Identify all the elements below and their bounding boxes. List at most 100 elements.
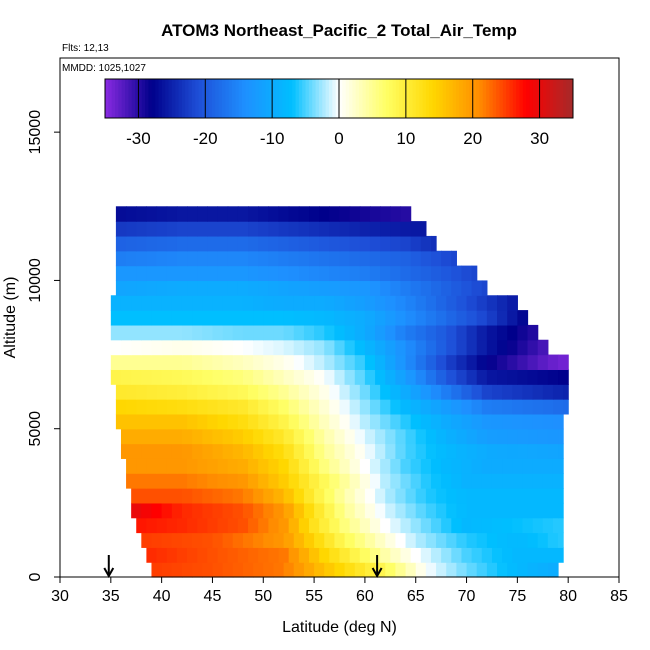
- heatmap-cell: [187, 235, 198, 252]
- heatmap-cell: [202, 502, 214, 519]
- heatmap-cell: [497, 369, 508, 385]
- heatmap-cell: [375, 502, 386, 519]
- heatmap-cell: [552, 517, 564, 534]
- heatmap-cell: [181, 310, 193, 326]
- heatmap-cell: [227, 384, 239, 400]
- heatmap-cell: [227, 235, 239, 252]
- colorbar-segment: [332, 79, 337, 118]
- heatmap-cell: [151, 354, 163, 370]
- colorbar-segment: [509, 79, 514, 118]
- heatmap-cell: [217, 221, 229, 237]
- heatmap-cell: [319, 221, 330, 237]
- colorbar-segment: [201, 79, 206, 118]
- heatmap-cell: [375, 295, 386, 311]
- heatmap-cell: [517, 532, 529, 548]
- heatmap-cell: [237, 250, 249, 267]
- heatmap-cell: [217, 458, 229, 474]
- heatmap-cell: [359, 517, 371, 534]
- heatmap-cell: [242, 532, 254, 548]
- heatmap-cell: [436, 502, 447, 519]
- heatmap-cell: [120, 295, 132, 311]
- heatmap-cell: [115, 384, 127, 400]
- heatmap-cell: [131, 428, 142, 445]
- heatmap-cell: [314, 562, 325, 578]
- heatmap-cell: [176, 280, 188, 296]
- heatmap-cell: [405, 488, 417, 504]
- colorbar-segment: [165, 79, 170, 118]
- heatmap-cell: [339, 250, 351, 267]
- heatmap-cell: [319, 384, 330, 400]
- heatmap-cell: [395, 532, 407, 548]
- colorbar-segment: [342, 79, 347, 118]
- heatmap-cell: [217, 265, 229, 282]
- heatmap-cell: [512, 517, 524, 534]
- heatmap-cell: [420, 235, 432, 252]
- heatmap-cell: [507, 354, 518, 370]
- heatmap-cell: [517, 369, 529, 385]
- heatmap-cell: [283, 354, 295, 370]
- heatmap-cell: [278, 280, 290, 296]
- heatmap-cell: [527, 369, 539, 385]
- heatmap-cell: [253, 354, 264, 370]
- colorbar-segment: [275, 79, 280, 118]
- colorbar-segment: [419, 79, 424, 118]
- heatmap-cell: [481, 547, 493, 563]
- heatmap-cell: [329, 250, 341, 267]
- heatmap-cell: [410, 235, 422, 252]
- heatmap-cell: [253, 310, 264, 326]
- heatmap-cell: [202, 369, 214, 385]
- heatmap-cell: [339, 384, 351, 400]
- heatmap-cell: [507, 562, 518, 578]
- colorbar-segment: [405, 79, 410, 118]
- date-annotation: MMDD: 1025,1027: [62, 63, 146, 74]
- heatmap-cell: [446, 443, 457, 459]
- heatmap-cell: [273, 488, 285, 504]
- heatmap-cell: [298, 517, 310, 534]
- heatmap-cell: [349, 473, 361, 489]
- heatmap-cell: [278, 399, 290, 415]
- heatmap-cell: [420, 221, 427, 237]
- heatmap-cell: [349, 413, 361, 430]
- heatmap-cell: [242, 562, 254, 578]
- heatmap-cell: [283, 428, 295, 445]
- heatmap-cell: [141, 443, 153, 459]
- heatmap-cell: [380, 265, 391, 282]
- heatmap-cell: [334, 295, 346, 311]
- heatmap-cell: [319, 517, 330, 534]
- heatmap-cell: [380, 399, 391, 415]
- heatmap-cell: [263, 354, 275, 370]
- heatmap-cell: [222, 295, 234, 311]
- colorbar-segment: [272, 79, 276, 118]
- heatmap-cell: [126, 473, 137, 489]
- heatmap-cell: [303, 488, 315, 504]
- colorbar-segment: [185, 79, 190, 118]
- heatmap-cell: [171, 295, 183, 311]
- heatmap-cell: [517, 562, 529, 578]
- heatmap-cell: [202, 443, 214, 459]
- heatmap-cell: [212, 562, 224, 578]
- heatmap-cell: [181, 443, 193, 459]
- heatmap-cell: [161, 339, 173, 356]
- heatmap-cell: [390, 458, 402, 474]
- heatmap-cell: [359, 265, 371, 282]
- colorbar-segment: [529, 79, 534, 118]
- heatmap-cell: [349, 250, 361, 267]
- heatmap-cell: [263, 488, 275, 504]
- heatmap-cell: [248, 458, 259, 474]
- colorbar-segment: [469, 79, 474, 118]
- heatmap-cell: [161, 369, 173, 385]
- heatmap-cell: [293, 295, 305, 311]
- heatmap-cell: [242, 354, 254, 370]
- heatmap-cell: [400, 517, 412, 534]
- heatmap-cell: [471, 547, 483, 563]
- heatmap-cell: [537, 532, 549, 548]
- colorbar-segment: [265, 79, 270, 118]
- heatmap-cell: [176, 384, 188, 400]
- heatmap-cell: [547, 369, 559, 385]
- heatmap-cell: [364, 428, 376, 445]
- heatmap-cell: [288, 206, 300, 222]
- heatmap-cell: [212, 488, 224, 504]
- heatmap-cell: [126, 265, 137, 282]
- heatmap-cell: [425, 339, 437, 356]
- heatmap-cell: [314, 502, 325, 519]
